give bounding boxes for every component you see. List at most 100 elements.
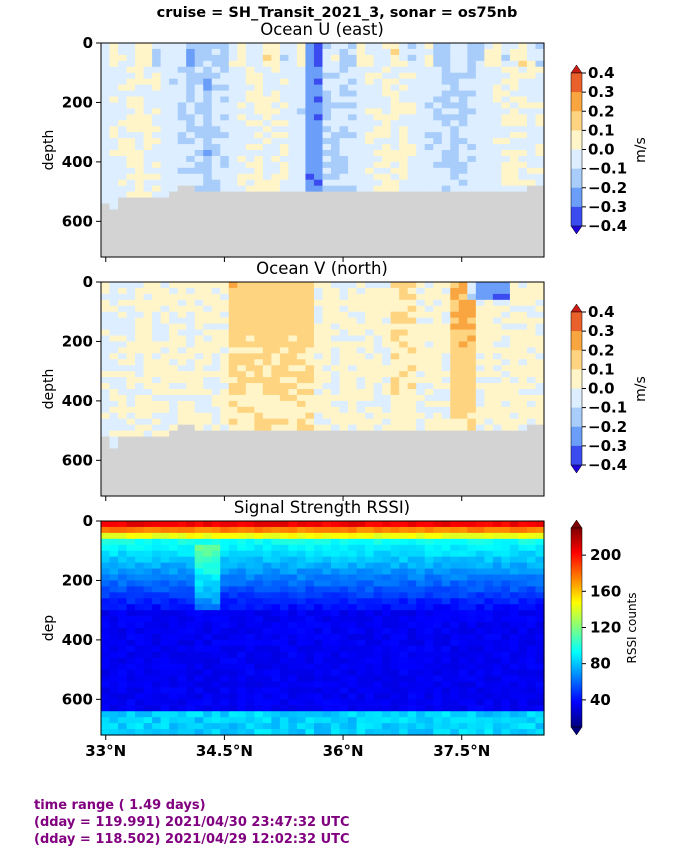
heatmap-cell	[271, 353, 281, 360]
heatmap-cell	[109, 693, 119, 700]
heatmap-cell	[288, 645, 298, 653]
heatmap-cell	[322, 102, 332, 109]
heatmap-cell	[450, 173, 460, 181]
heatmap-cell	[169, 282, 179, 289]
heatmap-cell	[475, 311, 485, 319]
heatmap-cell	[126, 717, 136, 724]
heatmap-cell	[535, 48, 545, 56]
heatmap-cell	[177, 550, 187, 558]
heatmap-cell	[288, 317, 298, 325]
heatmap-cell	[331, 377, 341, 384]
heatmap-cell	[118, 359, 128, 366]
heatmap-cell	[348, 299, 358, 307]
heatmap-cell	[118, 377, 128, 384]
heatmap-cell	[254, 239, 264, 246]
heatmap-cell	[322, 556, 332, 564]
heatmap-cell	[382, 394, 392, 402]
heatmap-cell	[126, 282, 136, 289]
heatmap-cell	[279, 430, 290, 438]
heatmap-cell	[296, 550, 307, 558]
heatmap-cell	[143, 311, 153, 319]
heatmap-cell	[288, 723, 298, 730]
heatmap-cell	[211, 681, 221, 689]
heatmap-cell	[348, 681, 358, 689]
heatmap-cell	[126, 132, 136, 139]
heatmap-cell	[271, 628, 281, 635]
heatmap-cell	[118, 239, 128, 246]
heatmap-cell	[322, 418, 332, 426]
heatmap-cell	[518, 478, 528, 485]
heatmap-cell	[348, 60, 358, 68]
heatmap-cell	[313, 317, 324, 325]
heatmap-cell	[441, 377, 451, 384]
heatmap-cell	[143, 114, 153, 121]
heatmap-cell	[467, 282, 477, 289]
heatmap-cell	[356, 598, 366, 605]
heatmap-cell	[382, 108, 392, 115]
heatmap-cell	[441, 126, 451, 133]
heatmap-cell	[526, 424, 537, 432]
heatmap-cell	[305, 84, 315, 92]
heatmap-cell	[135, 120, 145, 127]
heatmap-cell	[475, 179, 485, 187]
heatmap-cell	[509, 138, 520, 145]
heatmap-cell	[509, 221, 520, 228]
heatmap-cell	[186, 460, 196, 467]
heatmap-cell	[143, 478, 153, 485]
heatmap-cell	[152, 227, 162, 234]
heatmap-cell	[143, 610, 153, 617]
heatmap-cell	[305, 604, 315, 611]
heatmap-cell	[441, 203, 451, 211]
heatmap-cell	[237, 90, 247, 98]
heatmap-cell	[126, 663, 136, 671]
heatmap-cell	[109, 610, 119, 617]
heatmap-cell	[518, 179, 528, 187]
heatmap-cell	[220, 60, 230, 68]
heatmap-cell	[237, 102, 247, 109]
heatmap-cell	[152, 574, 162, 582]
heatmap-cell	[109, 197, 119, 205]
heatmap-cell	[186, 544, 196, 552]
heatmap-cell	[365, 687, 375, 694]
heatmap-cell	[254, 43, 264, 50]
heatmap-cell	[101, 389, 111, 396]
heatmap-cell	[331, 521, 341, 528]
heatmap-cell	[220, 287, 230, 295]
heatmap-cell	[160, 66, 170, 74]
heatmap-cell	[535, 389, 545, 396]
heatmap-cell	[313, 341, 324, 348]
heatmap-cell	[441, 233, 451, 240]
heatmap-cell	[365, 454, 375, 461]
heatmap-cell	[348, 245, 358, 252]
heatmap-cell	[441, 209, 451, 216]
heatmap-cell	[177, 60, 187, 68]
heatmap-cell	[501, 418, 511, 426]
heatmap-cell	[509, 197, 520, 205]
heatmap-cell	[424, 282, 434, 289]
heatmap-cell	[322, 394, 332, 402]
heatmap-cell	[118, 460, 128, 467]
heatmap-cell	[373, 203, 383, 211]
heatmap-cell	[160, 687, 170, 694]
heatmap-cell	[390, 448, 400, 455]
heatmap-cell	[509, 484, 520, 491]
heatmap-cell	[288, 568, 298, 576]
heatmap-cell	[433, 287, 443, 295]
heatmap-cell	[305, 96, 315, 104]
heatmap-cell	[348, 669, 358, 677]
heatmap-cell	[279, 161, 290, 169]
heatmap-cell	[313, 454, 324, 461]
heatmap-cell	[109, 681, 119, 689]
heatmap-cell	[109, 48, 119, 56]
heatmap-cell	[109, 723, 119, 730]
heatmap-cell	[169, 521, 179, 528]
heatmap-cell	[245, 693, 255, 700]
heatmap-cell	[194, 203, 204, 211]
heatmap-cell	[450, 365, 460, 372]
heatmap-cell	[194, 717, 204, 724]
heatmap-cell	[135, 377, 145, 384]
heatmap-cell	[313, 353, 324, 360]
heatmap-cell	[143, 138, 153, 145]
heatmap-cell	[186, 568, 196, 576]
heatmap-cell	[237, 592, 247, 599]
